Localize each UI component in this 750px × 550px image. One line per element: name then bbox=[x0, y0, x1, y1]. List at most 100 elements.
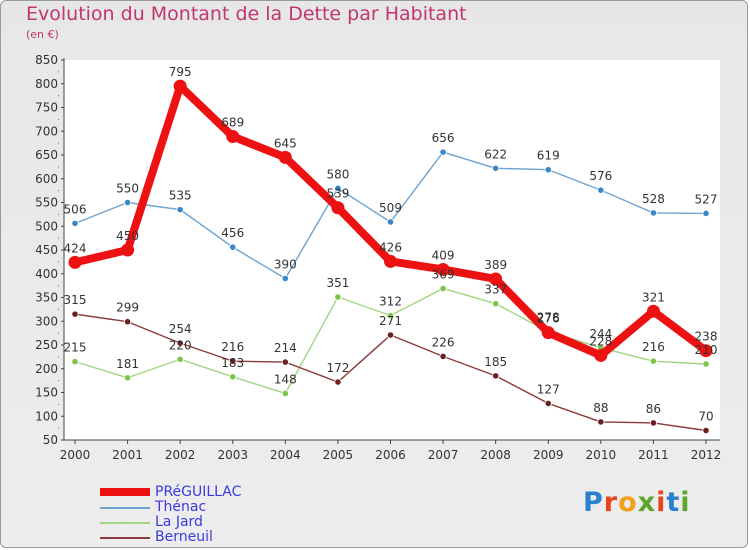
legend-label-thenac: Thénac bbox=[155, 499, 207, 515]
legend-swatch-berneuil bbox=[100, 537, 150, 539]
data-point-la-jard bbox=[71, 358, 79, 366]
y-tick-label: 600 bbox=[35, 172, 58, 186]
data-point-preguillac bbox=[173, 79, 187, 93]
data-label-la-jard: 278 bbox=[537, 311, 560, 325]
data-point-preguillac bbox=[594, 348, 608, 362]
y-tick-label: 50 bbox=[43, 433, 58, 447]
data-label-preguillac: 539 bbox=[326, 187, 349, 201]
data-label-thenac: 456 bbox=[221, 226, 244, 240]
data-label-thenac: 528 bbox=[642, 192, 665, 206]
data-point-berneuil bbox=[71, 310, 79, 318]
data-label-preguillac: 450 bbox=[116, 229, 139, 243]
data-label-la-jard: 181 bbox=[116, 357, 139, 371]
data-label-preguillac: 689 bbox=[221, 115, 244, 129]
logo-letter: x bbox=[637, 487, 657, 518]
logo-letter: t bbox=[666, 487, 681, 518]
legend-swatch-la-jard bbox=[100, 522, 150, 524]
data-label-preguillac: 409 bbox=[432, 248, 455, 262]
data-point-thenac bbox=[439, 148, 447, 156]
data-label-thenac: 580 bbox=[326, 167, 349, 181]
data-label-preguillac: 276 bbox=[537, 312, 560, 326]
data-label-berneuil: 315 bbox=[64, 293, 87, 307]
plot-area bbox=[64, 60, 720, 440]
y-tick-label: 550 bbox=[35, 196, 58, 210]
data-point-la-jard bbox=[176, 355, 184, 363]
y-tick-label: 650 bbox=[35, 148, 58, 162]
data-label-thenac: 656 bbox=[432, 131, 455, 145]
legend-label-la-jard: La Jard bbox=[155, 514, 203, 530]
data-label-berneuil: 86 bbox=[646, 402, 661, 416]
data-label-la-jard: 148 bbox=[274, 372, 297, 386]
data-label-thenac: 550 bbox=[116, 182, 139, 196]
data-point-la-jard bbox=[649, 357, 658, 365]
data-label-la-jard: 351 bbox=[326, 276, 349, 290]
y-tick-label: 800 bbox=[35, 77, 58, 91]
data-point-berneuil bbox=[334, 378, 342, 386]
data-point-berneuil bbox=[281, 358, 289, 366]
y-tick-label: 200 bbox=[35, 362, 58, 376]
data-point-preguillac bbox=[699, 344, 713, 358]
data-label-thenac: 535 bbox=[169, 189, 192, 203]
data-point-la-jard bbox=[123, 374, 132, 382]
x-tick-label: 2012 bbox=[691, 448, 722, 462]
data-point-berneuil bbox=[492, 372, 500, 380]
x-tick-label: 2011 bbox=[638, 448, 669, 462]
y-tick-label: 300 bbox=[35, 314, 58, 328]
data-label-preguillac: 645 bbox=[274, 136, 297, 150]
data-label-thenac: 509 bbox=[379, 201, 402, 215]
data-label-thenac: 506 bbox=[64, 202, 87, 216]
data-label-berneuil: 226 bbox=[432, 335, 455, 349]
data-label-preguillac: 795 bbox=[169, 65, 192, 79]
x-tick-label: 2003 bbox=[217, 448, 248, 462]
data-label-berneuil: 254 bbox=[169, 322, 192, 336]
data-label-preguillac: 426 bbox=[379, 240, 402, 254]
data-point-preguillac bbox=[489, 272, 503, 286]
data-label-berneuil: 299 bbox=[116, 301, 139, 315]
data-point-preguillac bbox=[646, 304, 660, 318]
data-label-berneuil: 185 bbox=[484, 355, 507, 369]
data-label-berneuil: 88 bbox=[593, 401, 608, 415]
data-label-la-jard: 220 bbox=[169, 338, 192, 352]
data-point-la-jard bbox=[492, 300, 500, 308]
data-point-thenac bbox=[281, 274, 289, 283]
x-tick-label: 2004 bbox=[270, 448, 301, 462]
x-tick-label: 2002 bbox=[165, 448, 196, 462]
y-tick-label: 350 bbox=[35, 291, 58, 305]
data-point-preguillac bbox=[331, 201, 345, 215]
logo-letter: o bbox=[618, 487, 638, 518]
data-label-la-jard: 337 bbox=[484, 283, 507, 297]
legend-swatch-preguillac bbox=[100, 488, 150, 496]
data-label-thenac: 576 bbox=[589, 169, 612, 183]
data-point-la-jard bbox=[334, 293, 342, 301]
data-point-berneuil bbox=[439, 352, 447, 360]
data-label-berneuil: 172 bbox=[326, 361, 349, 375]
x-tick-label: 2009 bbox=[533, 448, 564, 462]
data-point-berneuil bbox=[386, 331, 395, 339]
data-point-thenac bbox=[702, 209, 710, 218]
y-tick-label: 450 bbox=[35, 243, 58, 257]
data-point-berneuil bbox=[229, 357, 237, 365]
data-point-la-jard bbox=[439, 284, 447, 293]
data-point-preguillac bbox=[278, 150, 292, 164]
data-point-thenac bbox=[176, 206, 184, 214]
data-point-preguillac bbox=[384, 254, 397, 268]
data-label-la-jard: 369 bbox=[432, 267, 455, 281]
x-tick-label: 2007 bbox=[428, 448, 459, 462]
data-label-berneuil: 216 bbox=[221, 340, 244, 354]
y-tick-label: 850 bbox=[35, 53, 58, 67]
data-label-preguillac: 321 bbox=[642, 290, 665, 304]
data-point-berneuil bbox=[702, 426, 710, 435]
data-point-thenac bbox=[649, 209, 658, 217]
data-label-preguillac: 389 bbox=[484, 258, 507, 272]
legend-swatch-thenac bbox=[100, 507, 150, 509]
data-point-preguillac bbox=[121, 243, 135, 257]
data-point-la-jard bbox=[386, 311, 395, 320]
x-tick-label: 2000 bbox=[60, 448, 91, 462]
data-point-berneuil bbox=[597, 418, 605, 426]
x-tick-label: 2001 bbox=[112, 448, 143, 462]
y-tick-label: 500 bbox=[35, 219, 58, 233]
x-tick-label: 2010 bbox=[586, 448, 617, 462]
data-point-preguillac bbox=[68, 255, 82, 269]
data-label-thenac: 622 bbox=[484, 147, 507, 161]
y-tick-label: 700 bbox=[35, 124, 58, 138]
